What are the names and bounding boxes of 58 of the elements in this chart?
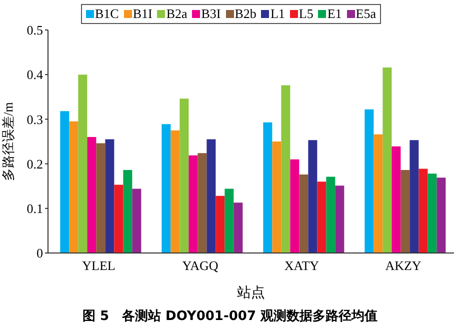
y-tick-label: 0 (36, 246, 43, 261)
bar (162, 124, 171, 253)
bar (216, 196, 225, 253)
x-tick-label: XATY (284, 258, 320, 274)
bar (290, 159, 300, 253)
bar (364, 109, 374, 253)
bar (96, 143, 106, 253)
bar (428, 174, 437, 253)
bar (170, 130, 180, 253)
bar (206, 139, 216, 253)
bar (382, 67, 392, 253)
bar (299, 174, 308, 253)
y-tick-label: 0.4 (26, 67, 44, 82)
legend-label: B3I (200, 6, 221, 22)
bar (188, 155, 198, 253)
bar (272, 142, 282, 253)
bar (335, 186, 344, 253)
x-tick-label: YLEL (82, 258, 116, 274)
bar (436, 178, 446, 253)
caption: 图 5 各测站 DOY001-007 观测数据多路径均值 (81, 308, 379, 325)
bar (78, 74, 88, 253)
bar (308, 140, 318, 253)
bar (198, 153, 207, 253)
bar (87, 137, 96, 253)
legend-label: E5a (354, 6, 376, 22)
bar (374, 134, 383, 253)
legend-label: E1 (326, 6, 342, 22)
y-tick-label: 0.5 (26, 22, 43, 38)
bar (410, 140, 419, 253)
legend-label: B1C (94, 6, 119, 22)
bar (326, 176, 336, 253)
bar (317, 182, 326, 253)
legend-label: B2a (165, 6, 188, 22)
bar (281, 85, 290, 253)
legend-label: L5 (298, 6, 314, 22)
legend-label: B2b (234, 6, 256, 22)
x-axis-title: 站点 (237, 285, 265, 301)
legend-label: L1 (269, 6, 285, 22)
bar (132, 188, 142, 253)
y-tick-label: 0.3 (26, 112, 43, 127)
bar (400, 170, 410, 253)
bar (418, 168, 428, 253)
bar (105, 139, 114, 253)
x-tick-label: AKZY (385, 258, 422, 274)
legend-label: B1I (132, 6, 152, 22)
bar (180, 98, 189, 253)
bar (114, 184, 124, 253)
y-tick-label: 0.1 (26, 201, 43, 216)
y-tick-label: 0.2 (26, 156, 43, 172)
x-tick-label: YAGQ (182, 258, 219, 274)
bar (392, 146, 401, 253)
bar (263, 122, 272, 253)
bar (60, 111, 70, 253)
y-axis-title: 多路径误差/m (0, 102, 16, 181)
bar (123, 170, 132, 253)
bar (224, 188, 234, 253)
bar (69, 121, 78, 253)
bar (234, 202, 243, 253)
